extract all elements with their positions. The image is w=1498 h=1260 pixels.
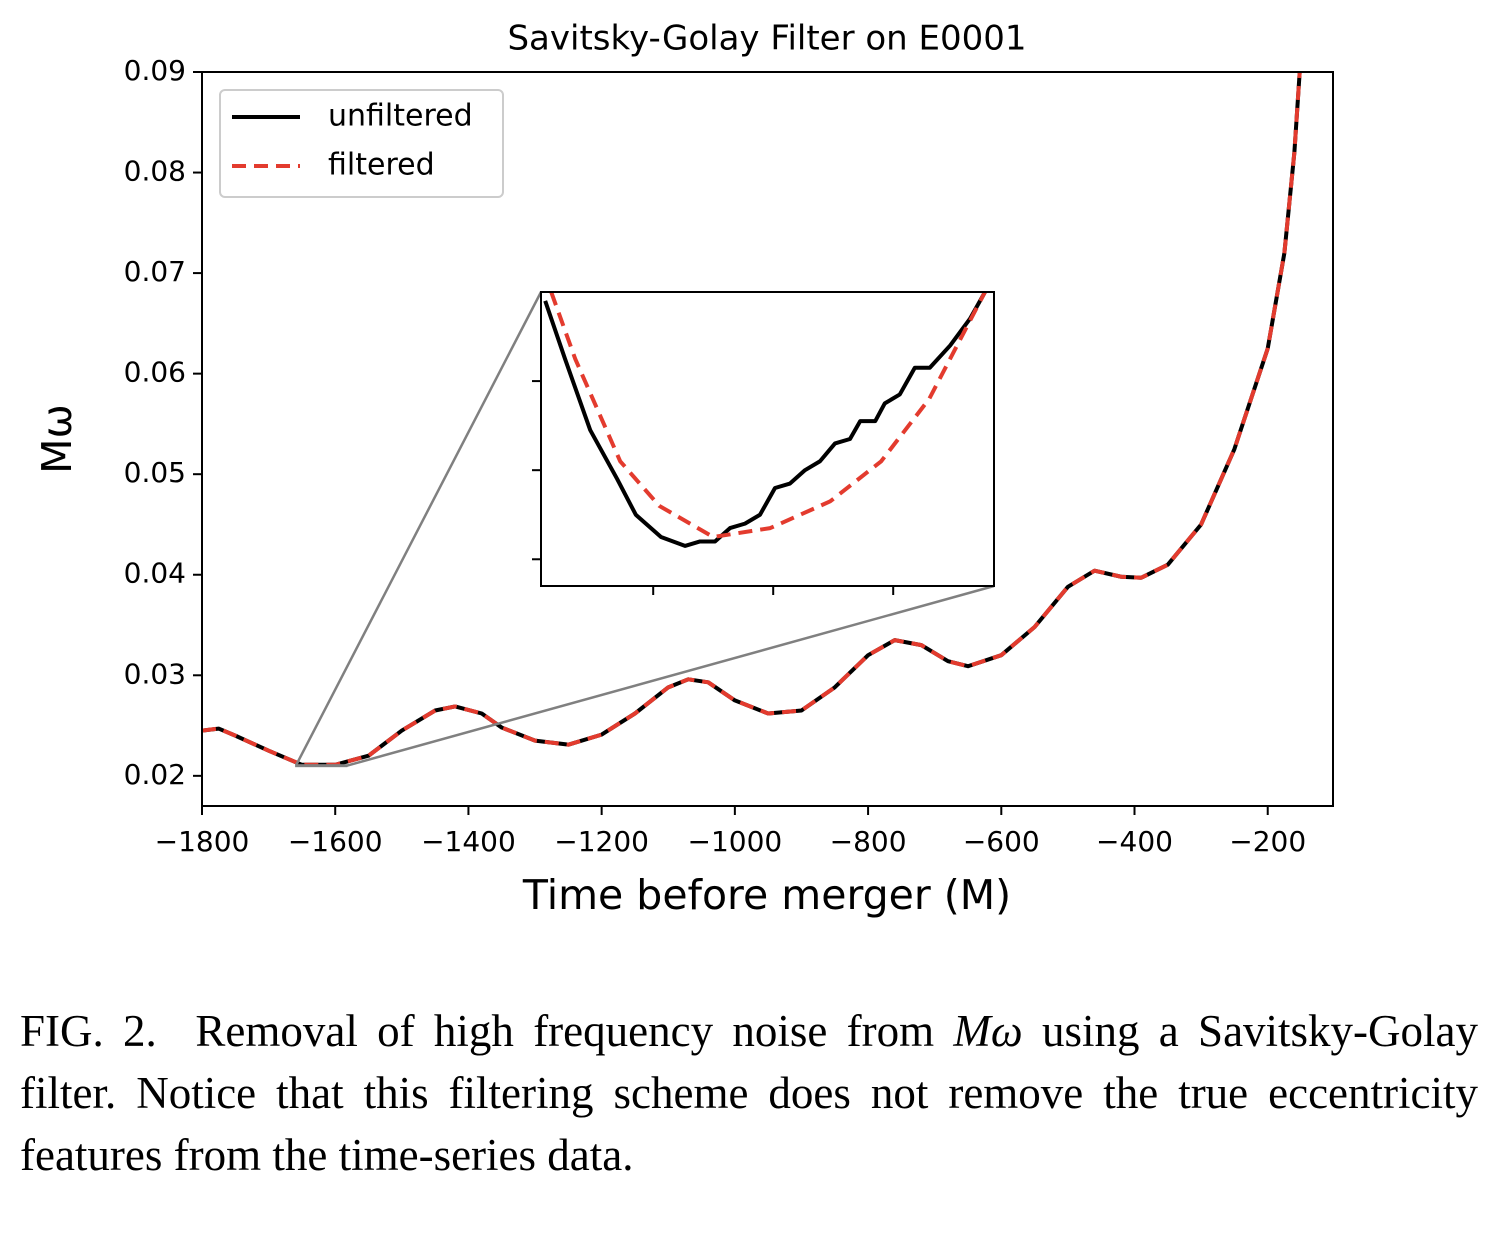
line-filtered [549, 292, 987, 539]
figure-caption: FIG. 2. Removal of high frequency noise … [20, 1000, 1478, 1186]
y-tick-label: 0.05 [124, 456, 186, 489]
chart-title: Savitsky-Golay Filter on E0001 [507, 19, 1026, 59]
zoom-connector [295, 291, 543, 766]
line-unfiltered [543, 292, 987, 548]
zoom-connector [346, 584, 995, 768]
x-tick-label: −1200 [554, 825, 649, 858]
zoom-region [295, 764, 348, 768]
y-tick-label: 0.08 [124, 155, 186, 188]
x-tick-label: −400 [1096, 825, 1173, 858]
caption-text: using a Savitsky-Golay filter. Notice th… [20, 1006, 1479, 1180]
caption-text: Removal of high frequency noise from [195, 1006, 935, 1056]
figure: Savitsky-Golay Filter on E0001 Time befo… [33, 19, 1334, 919]
x-tick-label: −800 [830, 825, 907, 858]
caption-math: Mω [953, 1006, 1023, 1056]
plot-frame [201, 71, 1334, 807]
x-tick-label: −1600 [288, 825, 383, 858]
x-axis-label: Time before merger (M) [522, 871, 1011, 919]
y-tick-label: 0.02 [124, 758, 186, 791]
legend: unfiltered filtered [219, 89, 504, 198]
x-tick-label: −1400 [421, 825, 516, 858]
y-tick-label: 0.06 [124, 356, 186, 389]
caption-label: FIG. 2. [20, 1006, 157, 1056]
line-filtered [202, 72, 1302, 767]
y-tick-label: 0.09 [124, 54, 186, 87]
plot-frame [540, 291, 995, 587]
y-tick-label: 0.04 [124, 557, 186, 590]
y-axis-label: Mω [33, 404, 81, 474]
x-tick-label: −200 [1229, 825, 1306, 858]
legend-label: unfiltered [328, 99, 473, 134]
x-tick-label: −600 [963, 825, 1040, 858]
x-tick-label: −1800 [155, 825, 250, 858]
inset-background [541, 292, 994, 586]
legend-label: filtered [328, 148, 435, 183]
x-tick-label: −1000 [688, 825, 783, 858]
y-tick-label: 0.07 [124, 255, 186, 288]
y-tick-label: 0.03 [124, 657, 186, 690]
